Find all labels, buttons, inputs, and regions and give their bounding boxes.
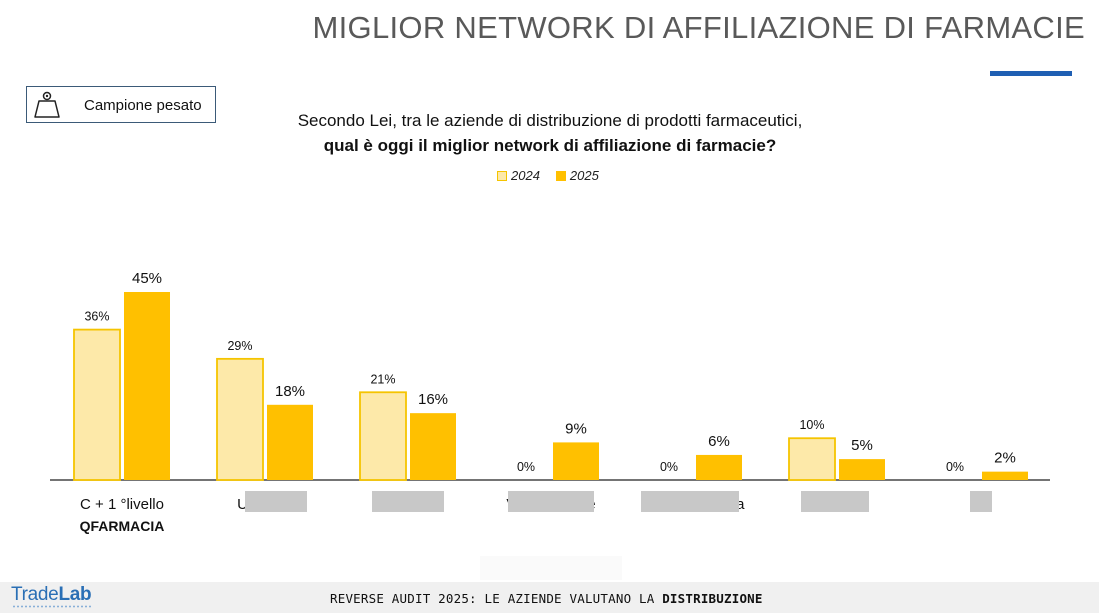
bar-2024-5 bbox=[788, 437, 836, 481]
legend-label-2024: 2024 bbox=[511, 168, 540, 183]
weighted-sample-box: Campione pesato bbox=[26, 86, 216, 123]
tradelab-logo: TradeLab bbox=[11, 584, 92, 606]
weighted-sample-label: Campione pesato bbox=[84, 97, 202, 114]
value-label-2024-4: 0% bbox=[660, 460, 678, 474]
weight-icon bbox=[34, 91, 60, 118]
faint-placeholder-box bbox=[480, 556, 622, 580]
category-sublabel-0: QFARMACIA bbox=[80, 518, 165, 534]
question-line-1: Secondo Lei, tra le aziende di distribuz… bbox=[297, 111, 803, 130]
value-label-2025-1: 18% bbox=[275, 383, 305, 400]
redaction-box-3 bbox=[641, 491, 739, 512]
value-label-2025-0: 45% bbox=[132, 270, 162, 287]
legend-swatch-2024 bbox=[497, 170, 507, 181]
logo-part-lab: Lab bbox=[58, 584, 92, 605]
category-label-0: C + 1 °livello bbox=[80, 496, 164, 513]
value-label-2025-4: 6% bbox=[708, 433, 730, 450]
legend-item-2025: 2025 bbox=[555, 168, 599, 183]
title-accent-bar bbox=[990, 71, 1072, 76]
value-label-2024-0: 36% bbox=[84, 310, 109, 324]
value-label-2025-6: 2% bbox=[994, 450, 1016, 467]
bar-2025-0 bbox=[124, 292, 170, 480]
bar-2025-3 bbox=[553, 442, 599, 480]
bar-2025-2 bbox=[410, 413, 456, 480]
redaction-box-4 bbox=[801, 491, 869, 512]
value-label-2024-5: 10% bbox=[799, 418, 824, 432]
chart-question: Secondo Lei, tra le aziende di distribuz… bbox=[230, 108, 870, 158]
bar-2025-5 bbox=[839, 459, 885, 480]
value-label-2025-3: 9% bbox=[565, 420, 587, 437]
value-label-2024-3: 0% bbox=[517, 460, 535, 474]
value-label-2024-1: 29% bbox=[227, 339, 252, 353]
value-label-2024-6: 0% bbox=[946, 460, 964, 474]
logo-dots bbox=[12, 605, 92, 608]
redaction-box-2 bbox=[508, 491, 594, 512]
page-title: MIGLIOR NETWORK DI AFFILIAZIONE DI FARMA… bbox=[312, 10, 1085, 45]
bar-2024-2 bbox=[359, 391, 407, 481]
value-label-2025-2: 16% bbox=[418, 391, 448, 408]
legend-item-2024: 2024 bbox=[497, 168, 540, 183]
bar-2025-4 bbox=[696, 454, 742, 480]
redaction-box-0 bbox=[245, 491, 307, 512]
redaction-box-5 bbox=[970, 491, 992, 512]
bar-2025-6 bbox=[982, 471, 1028, 480]
bar-2024-1 bbox=[216, 357, 264, 481]
footer-caption: REVERSE AUDIT 2025: LE AZIENDE VALUTANO … bbox=[330, 591, 763, 606]
bar-2024-0 bbox=[73, 328, 121, 481]
bar-2025-1 bbox=[267, 404, 313, 480]
question-line-2: qual è oggi il miglior network di affili… bbox=[323, 136, 777, 155]
footer-caption-bold: DISTRIBUZIONE bbox=[662, 591, 763, 606]
logo-part-trade: Trade bbox=[11, 584, 59, 605]
footer-caption-prefix: REVERSE AUDIT 2025: LE AZIENDE VALUTANO … bbox=[330, 591, 663, 606]
value-label-2025-5: 5% bbox=[851, 437, 873, 454]
redaction-box-1 bbox=[372, 491, 444, 512]
value-label-2024-2: 21% bbox=[370, 372, 395, 386]
chart-legend: 2024 2025 bbox=[497, 168, 599, 183]
legend-swatch-2025 bbox=[555, 170, 566, 181]
legend-label-2025: 2025 bbox=[569, 168, 599, 183]
